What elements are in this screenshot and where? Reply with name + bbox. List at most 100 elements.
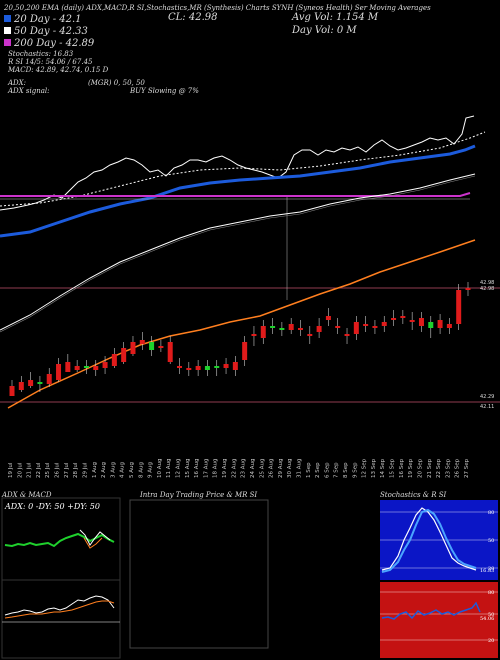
ema-20-line [0,144,476,238]
date-tick-label: 21 Sep [427,458,433,478]
candle-7-Sep [335,318,341,334]
date-tick-label: 7 Sep [334,462,340,478]
day-volume: Day Vol: 0 M [292,25,357,36]
stochastics-panel [380,500,498,580]
candle-body [456,290,462,324]
price-tick-label: 42.29 [480,394,494,400]
date-tick-label: 24 Aug [250,459,256,479]
candle-body [270,326,276,328]
rsi-panel [380,582,498,658]
candle-4-Aug [121,342,127,364]
candle-3-Aug [111,348,117,368]
candle-body [130,342,136,354]
candle-body [465,288,471,290]
legend-200-label: 200 Day - 42.89 [14,38,95,49]
candle-16-Sep [400,310,406,324]
date-tick-label: 8 Sep [343,462,349,478]
candle-body [28,380,34,386]
date-tick-label: 12 Aug [176,459,182,479]
candle-5-Aug [130,336,136,356]
candle-body [391,318,397,320]
candle-body [195,366,201,370]
date-tick-label: 25 Jul [45,462,51,478]
candle-body [242,342,248,360]
candle-body [381,322,387,326]
candle-body [158,346,164,348]
candle-9-Sep [353,316,359,340]
stoch-tick-50: 50 [488,538,494,544]
candle-26-Sep [456,284,462,330]
candle-18-Aug [214,360,220,376]
price-axis-labels: 42.98 42.29 42.11 42.98 [480,280,494,410]
date-tick-label: 10 Aug [157,459,163,479]
candle-29-Aug [279,322,285,336]
candle-12-Aug [177,358,183,374]
close-price: CL: 42.98 [168,12,218,23]
date-tick-label: 30 Aug [287,459,293,479]
candle-body [307,334,313,336]
candle-body [139,340,145,344]
candle-19-Jul [9,380,15,396]
candle-body [121,348,127,362]
mgr-readout: (MGR) 0, 50, 50 [88,79,145,87]
date-tick-label: 19 Aug [222,459,228,479]
candle-20-Jul [18,376,24,392]
candle-body [232,362,238,370]
candle-body [149,342,155,350]
candle-22-Jul [37,376,43,392]
date-tick-label: 17 Aug [203,459,209,479]
ema-50-shadow-line [0,175,476,333]
price-tick-label: 42.98 [480,280,494,286]
candle-2-Sep [316,318,322,338]
candle-1-Sep [307,326,313,344]
adx-signal-label: ADX signal: [8,87,50,95]
price-chart: 19 Jul 20 Jul 21 Jul 22 Jul 25 Jul 26 Jul 27 J… [0,115,500,479]
stoch-tick-80: 80 [488,510,494,516]
date-tick-label: 15 Aug [185,459,191,479]
candle-9-Aug [149,336,155,356]
stoch-tick-20: 20 [488,566,494,572]
candle-body [214,366,220,368]
date-tick-label: 6 Sep [324,462,330,478]
candle-22-Aug [232,356,238,376]
date-tick-label: 2 Aug [101,462,107,478]
intraday-panel-title: Intra Day Trading Price & MR SI [140,491,258,499]
rsi-tick-20: 20 [488,638,494,644]
candle-body [400,316,406,318]
stoch-current-value: 16.83 [480,568,494,574]
candle-11-Aug [167,336,173,364]
adx-line [4,532,115,548]
stochastics-readout: Stochastics: 16.83 [8,50,74,58]
date-tick-label: 13 Sep [371,458,377,478]
candle-22-Sep [437,314,443,334]
date-tick-label: 22 Jul [36,462,42,478]
candle-2-Aug [102,356,108,374]
date-tick-label: 11 Aug [166,459,172,479]
date-tick-label: 14 Sep [380,458,386,478]
date-tick-label: 21 Jul [27,462,33,478]
intraday-panel [129,499,269,649]
legend-20-day: 20 Day - 42.1 [4,14,82,25]
date-tick-label: 20 Jul [17,462,23,478]
candle-27-Jul [65,354,71,372]
avg-volume: Avg Vol: 1.154 M [292,12,379,23]
candle-23-Sep [446,318,452,334]
candle-21-Jul [28,372,34,388]
candle-body [344,334,350,336]
candle-14-Sep [381,316,387,332]
candle-body [279,328,285,330]
candle-body [74,366,80,370]
candle-6-Sep [325,308,331,326]
adx-panel [1,497,121,581]
candle-body [409,320,415,322]
buy-signal-label: BUY Slowing @ 7% [130,87,199,95]
rsi-line [381,601,481,620]
adx-values: ADX: 0 -DY: 50 +DY: 50 [4,502,100,511]
date-tick-label: 8 Aug [138,462,144,478]
candle-8-Sep [344,328,350,344]
date-tick-label: 23 Sep [445,458,451,478]
adx-orange-line [83,537,103,549]
candle-30-Aug [288,318,294,334]
candle-body [288,324,294,330]
date-tick-label: 22 Aug [231,459,237,479]
